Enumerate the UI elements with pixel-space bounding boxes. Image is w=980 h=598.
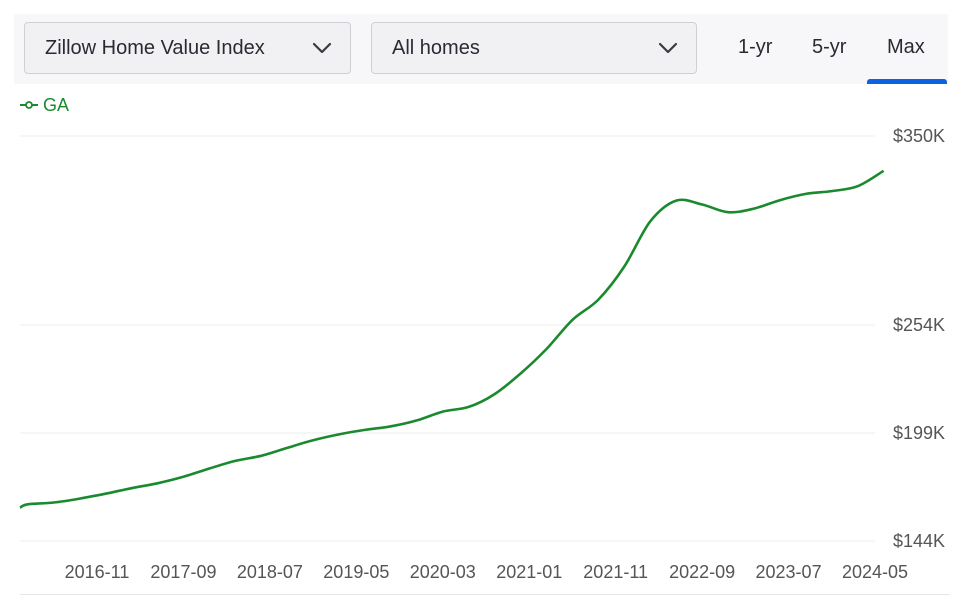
x-tick-label: 2024-05 <box>842 562 908 582</box>
active-range-indicator <box>867 79 947 84</box>
metric-select[interactable]: Zillow Home Value Index <box>24 22 351 74</box>
y-tick-label: $350K <box>893 126 945 146</box>
legend-label-ga: GA <box>43 95 70 115</box>
legend-line-marker-icon <box>20 101 38 109</box>
range-5yr-button[interactable]: 5-yr <box>812 36 847 58</box>
x-tick-label: 2020-03 <box>410 562 476 582</box>
home-type-select[interactable]: All homes <box>371 22 697 74</box>
x-tick-label: 2022-09 <box>669 562 735 582</box>
metric-select-value: Zillow Home Value Index <box>45 37 265 59</box>
series-line-ga[interactable] <box>19 169 885 509</box>
range-1yr-button[interactable]: 1-yr <box>738 36 773 58</box>
y-tick-label: $144K <box>893 531 945 551</box>
home-type-select-value: All homes <box>392 37 480 59</box>
chart-bottom-border <box>20 594 950 595</box>
y-tick-label: $254K <box>893 315 945 335</box>
x-tick-label: 2021-11 <box>583 562 648 582</box>
x-tick-label: 2023-07 <box>756 562 822 582</box>
x-tick-label: 2017-09 <box>150 562 216 582</box>
y-tick-label: $199K <box>893 423 945 443</box>
chart-toolbar: Zillow Home Value Index All homes 1-yr 5… <box>14 14 948 84</box>
range-max-button[interactable]: Max <box>887 36 925 58</box>
chevron-down-icon <box>312 42 332 54</box>
x-tick-label: 2021-01 <box>496 562 562 582</box>
x-tick-label: 2018-07 <box>237 562 303 582</box>
chevron-down-icon <box>658 42 678 54</box>
x-tick-label: 2016-11 <box>65 562 130 582</box>
x-tick-label: 2019-05 <box>323 562 389 582</box>
